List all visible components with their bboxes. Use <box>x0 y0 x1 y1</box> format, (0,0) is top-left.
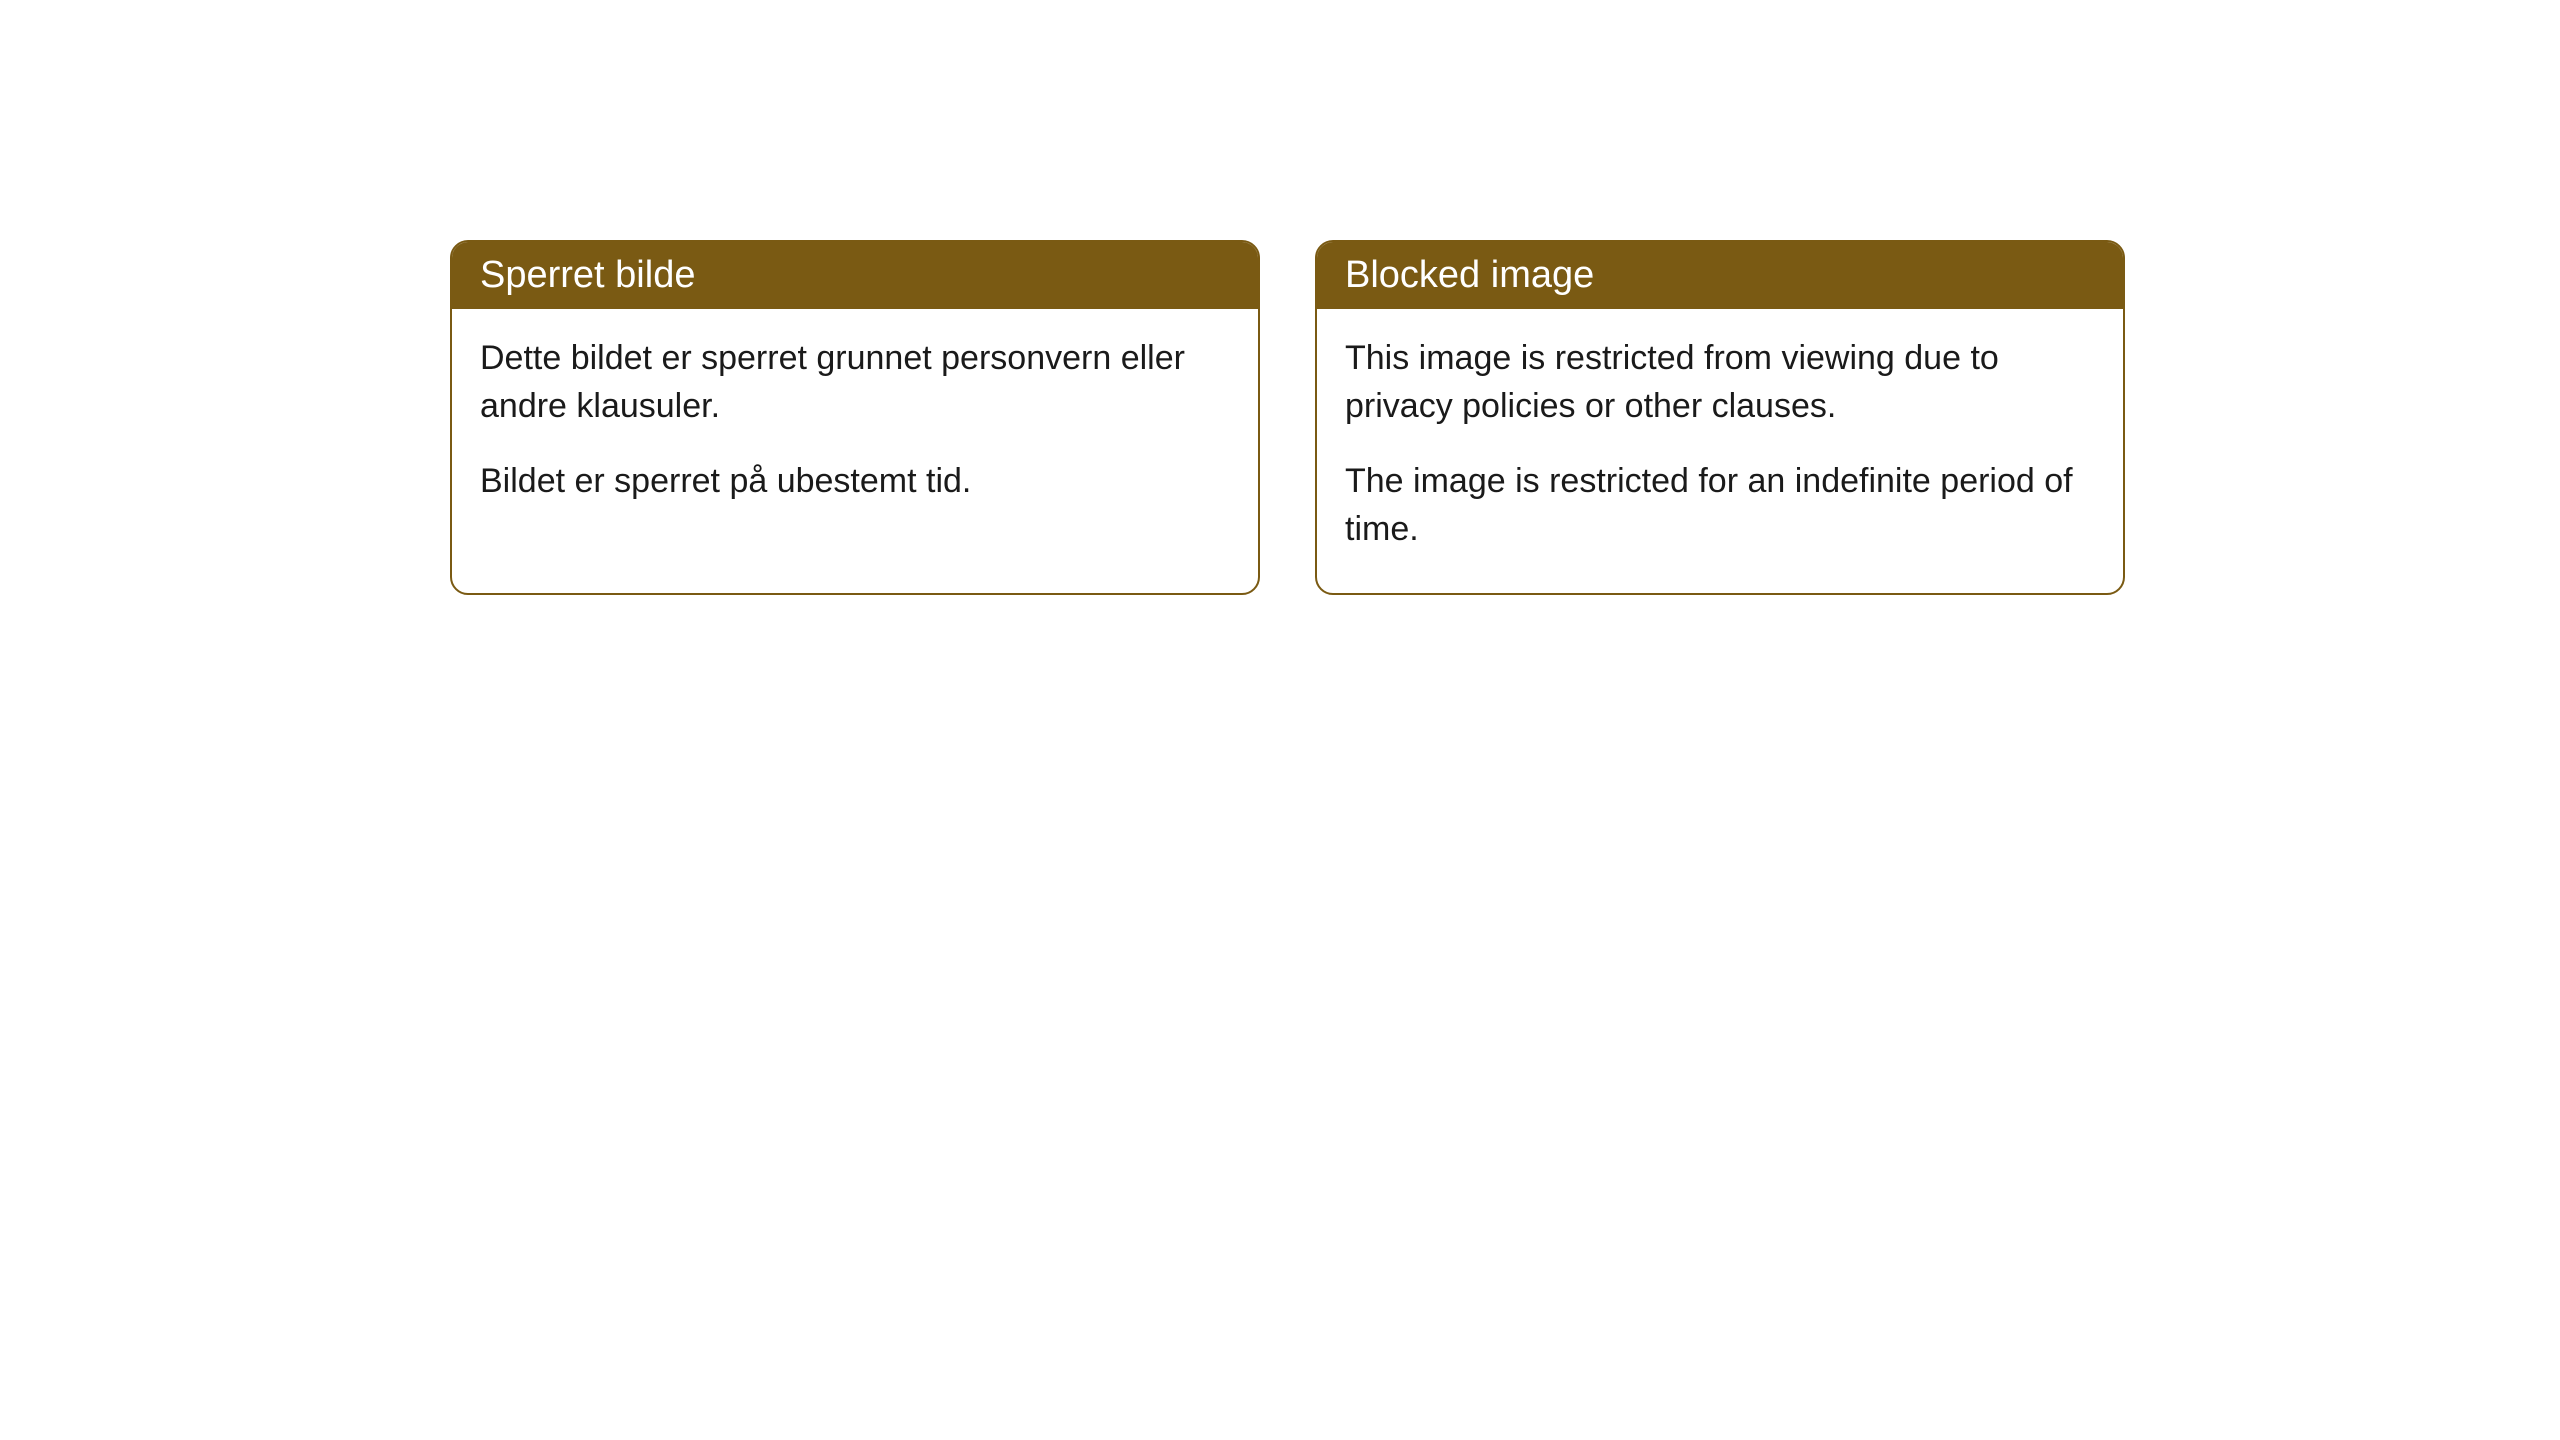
blocked-image-card-norwegian: Sperret bilde Dette bildet er sperret gr… <box>450 240 1260 595</box>
card-paragraph-2-english: The image is restricted for an indefinit… <box>1345 458 2095 553</box>
blocked-image-card-english: Blocked image This image is restricted f… <box>1315 240 2125 595</box>
card-body-english: This image is restricted from viewing du… <box>1317 309 2123 593</box>
card-title-english: Blocked image <box>1317 242 2123 309</box>
card-title-norwegian: Sperret bilde <box>452 242 1258 309</box>
card-paragraph-1-norwegian: Dette bildet er sperret grunnet personve… <box>480 335 1230 430</box>
card-body-norwegian: Dette bildet er sperret grunnet personve… <box>452 309 1258 546</box>
card-paragraph-2-norwegian: Bildet er sperret på ubestemt tid. <box>480 458 1230 506</box>
notice-cards-container: Sperret bilde Dette bildet er sperret gr… <box>450 240 2125 595</box>
card-paragraph-1-english: This image is restricted from viewing du… <box>1345 335 2095 430</box>
